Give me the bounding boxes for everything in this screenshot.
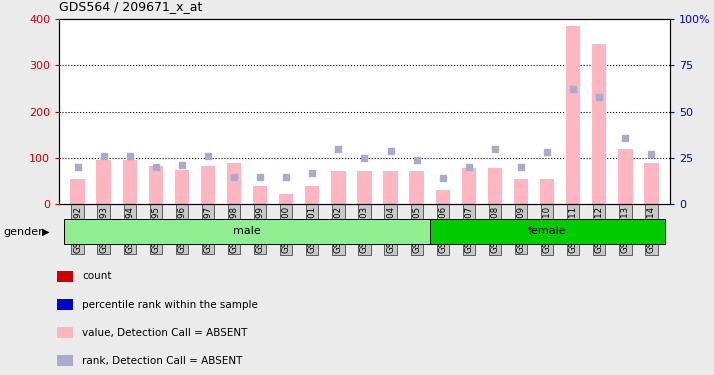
Bar: [331, 171, 346, 204]
Bar: [488, 168, 502, 204]
Point: [568, 86, 579, 92]
FancyBboxPatch shape: [64, 219, 430, 244]
Text: value, Detection Call = ABSENT: value, Detection Call = ABSENT: [82, 328, 248, 338]
Point: [281, 174, 292, 180]
Text: GDS564 / 209671_x_at: GDS564 / 209671_x_at: [59, 0, 203, 13]
Bar: [514, 179, 528, 204]
Point: [202, 153, 213, 159]
Bar: [71, 179, 85, 204]
Bar: [436, 190, 450, 204]
Bar: [96, 160, 111, 204]
Bar: [279, 194, 293, 204]
Point: [620, 135, 631, 141]
Text: gender: gender: [4, 227, 44, 237]
Bar: [592, 44, 606, 204]
Point: [228, 174, 240, 180]
Bar: [149, 166, 163, 204]
Bar: [357, 171, 372, 204]
Point: [98, 153, 109, 159]
Point: [593, 94, 605, 100]
Point: [437, 176, 448, 181]
Point: [359, 155, 371, 161]
Text: count: count: [82, 272, 111, 281]
Bar: [305, 186, 319, 204]
Bar: [410, 171, 424, 204]
Point: [254, 174, 266, 180]
Text: rank, Detection Call = ABSENT: rank, Detection Call = ABSENT: [82, 356, 243, 366]
Bar: [201, 166, 215, 204]
Point: [176, 162, 188, 168]
Bar: [383, 171, 398, 204]
Bar: [253, 186, 267, 204]
Bar: [123, 160, 137, 204]
Text: ▶: ▶: [42, 227, 50, 237]
Text: percentile rank within the sample: percentile rank within the sample: [82, 300, 258, 309]
Point: [306, 170, 318, 176]
FancyBboxPatch shape: [430, 219, 665, 244]
Point: [645, 151, 657, 157]
Bar: [462, 168, 476, 204]
Point: [333, 146, 344, 152]
Point: [411, 157, 423, 163]
Text: male: male: [233, 226, 261, 236]
Bar: [175, 170, 189, 204]
Point: [489, 146, 501, 152]
Point: [72, 164, 84, 170]
Point: [463, 164, 475, 170]
Point: [385, 147, 396, 153]
Text: female: female: [528, 226, 566, 236]
Bar: [227, 163, 241, 204]
Bar: [566, 26, 580, 204]
Point: [516, 164, 527, 170]
Bar: [540, 179, 554, 204]
Bar: [618, 149, 633, 204]
Point: [124, 153, 136, 159]
Bar: [644, 163, 658, 204]
Point: [541, 149, 553, 155]
Point: [150, 164, 161, 170]
